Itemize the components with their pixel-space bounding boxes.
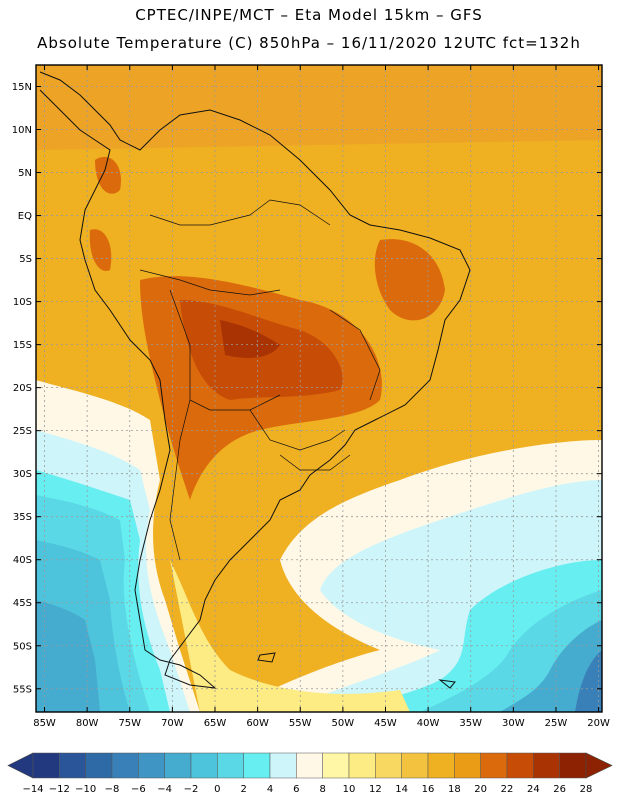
lat-tick-label: 55S — [13, 684, 32, 695]
colorbar-label: 4 — [267, 784, 273, 795]
colorbar-swatch — [533, 752, 560, 779]
colorbar-labels: −14 −12 −10 −8 −6 −4 −2 0 2 4 6 8 10 12 14 16 18 20 22 24 26… — [22, 784, 592, 795]
colorbar-swatch — [322, 752, 350, 779]
colorbar-label: 14 — [395, 784, 408, 795]
lat-tick-label: 10S — [13, 297, 32, 308]
lat-lon-grid — [36, 65, 602, 712]
lon-tick-label: 55W — [289, 718, 312, 729]
colorbar-swatch — [348, 752, 376, 779]
colorbar-low-arrow — [7, 752, 34, 779]
colorbar-swatch — [243, 752, 271, 779]
lon-tick-label: 25W — [545, 718, 568, 729]
lon-tick-label: 30W — [502, 718, 525, 729]
colorbar-swatch — [506, 752, 534, 779]
title-line-1: CPTEC/INPE/MCT – Eta Model 15km – GFS — [135, 6, 483, 24]
colorbar-label: 2 — [240, 784, 246, 795]
colorbar-swatch — [85, 752, 113, 779]
colorbar-swatch — [59, 752, 86, 779]
lon-tick-label: 70W — [161, 718, 184, 729]
lat-tick-label: 10N — [12, 125, 32, 136]
lon-tick-label: 40W — [417, 718, 440, 729]
temperature-field — [36, 65, 602, 712]
colorbar-swatch — [480, 752, 508, 779]
colorbar-swatch — [427, 752, 455, 779]
lat-tick-label: 5N — [18, 168, 32, 179]
colorbar-label: 8 — [319, 784, 325, 795]
lat-tick-label: EQ — [18, 211, 32, 222]
lat-tick-label: 20S — [13, 383, 32, 394]
lat-tick-label: 45S — [13, 598, 32, 609]
lat-tick-label: 25S — [13, 426, 32, 437]
lon-tick-label: 60W — [246, 718, 269, 729]
latitude-axis: 15N 10N 5N EQ 5S 10S 15S 20S 25S 30S 35S 40S 45S 50S 5… — [12, 82, 602, 695]
lat-tick-label: 40S — [13, 555, 32, 566]
colorbar-swatch — [559, 752, 587, 779]
coastline — [39, 71, 471, 689]
lat-tick-label: 50S — [13, 641, 32, 652]
lat-tick-label: 30S — [13, 469, 32, 480]
title-line-2: Absolute Temperature (C) 850hPa – 16/11/… — [37, 34, 581, 52]
colorbar-label: −2 — [184, 784, 199, 795]
colorbar-label: 18 — [448, 784, 461, 795]
colorbar-label: 6 — [293, 784, 299, 795]
colorbar-label: 26 — [553, 784, 566, 795]
lon-tick-label: 50W — [332, 718, 355, 729]
lon-tick-label: 65W — [204, 718, 227, 729]
colorbar-label: −10 — [75, 784, 96, 795]
colorbar-swatch — [111, 752, 139, 779]
lon-tick-label: 35W — [459, 718, 482, 729]
lat-tick-label: 15N — [12, 82, 32, 93]
colorbar-label: −14 — [22, 784, 43, 795]
colorbar-label: 28 — [580, 784, 593, 795]
colorbar-label: 24 — [527, 784, 540, 795]
lat-tick-label: 5S — [19, 254, 32, 265]
lon-tick-label: 85W — [33, 718, 56, 729]
lon-tick-label: 45W — [374, 718, 397, 729]
colorbar-label: −8 — [105, 784, 120, 795]
lon-tick-label: 75W — [118, 718, 141, 729]
colorbar-swatch — [138, 752, 165, 779]
colorbar-label: 10 — [343, 784, 356, 795]
colorbar-swatch — [190, 752, 218, 779]
colorbar — [7, 752, 613, 779]
map-frame — [35, 64, 603, 713]
colorbar-high-arrow — [585, 752, 613, 779]
colorbar-swatch — [32, 752, 60, 779]
colorbar-label: −12 — [49, 784, 70, 795]
lon-tick-label: 20W — [587, 718, 610, 729]
colorbar-label: 0 — [214, 784, 220, 795]
colorbar-swatch — [401, 752, 429, 779]
lon-tick-label: 80W — [76, 718, 99, 729]
colorbar-swatch — [269, 752, 297, 779]
colorbar-label: 22 — [501, 784, 514, 795]
colorbar-label: −4 — [157, 784, 172, 795]
colorbar-swatch — [164, 752, 192, 779]
lat-tick-label: 35S — [13, 512, 32, 523]
country-borders — [139, 199, 381, 561]
colorbar-label: −6 — [131, 784, 146, 795]
colorbar-label: 16 — [422, 784, 435, 795]
colorbar-swatch — [217, 752, 244, 779]
colorbar-swatch — [454, 752, 481, 779]
longitude-axis: 85W 80W 75W 70W 65W 60W 55W 50W 45W 40W 35W 30W 25W 2… — [33, 65, 610, 729]
colorbar-swatch — [296, 752, 323, 779]
colorbar-swatch — [375, 752, 402, 779]
lat-tick-label: 15S — [13, 340, 32, 351]
colorbar-label: 20 — [474, 784, 487, 795]
colorbar-label: 12 — [369, 784, 382, 795]
